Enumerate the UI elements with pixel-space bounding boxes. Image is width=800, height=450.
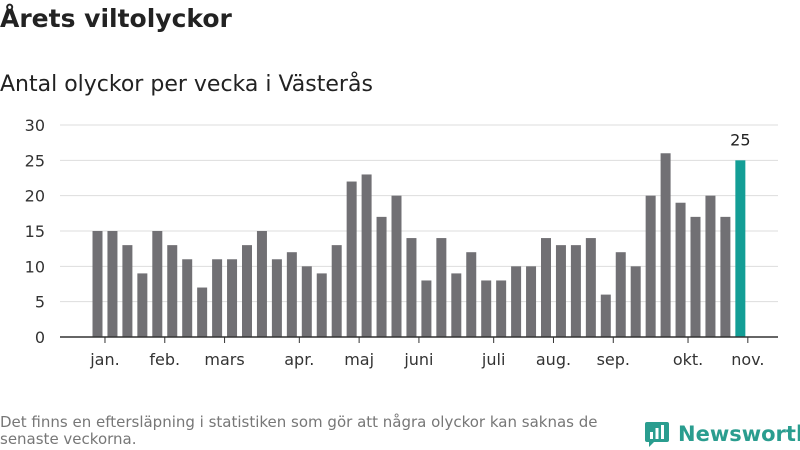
newsworthy-logo-icon <box>645 422 669 447</box>
bar <box>331 245 342 337</box>
bar <box>152 231 163 337</box>
bar <box>122 245 133 337</box>
bar <box>511 266 522 337</box>
x-tick-label: jan. <box>89 350 119 369</box>
bar <box>301 266 312 337</box>
bar <box>660 153 671 337</box>
bar <box>570 245 581 337</box>
bar <box>197 287 208 337</box>
bar <box>212 259 223 337</box>
newsworthy-logo: Newsworthy <box>644 420 800 448</box>
bar <box>645 195 656 337</box>
bar <box>720 216 731 337</box>
bar <box>316 273 327 337</box>
chart-title: Årets viltolyckor <box>0 4 232 33</box>
bar <box>167 245 178 337</box>
bar <box>585 238 596 337</box>
bar <box>600 294 611 337</box>
bar <box>256 231 267 337</box>
bar <box>286 252 297 337</box>
bar <box>451 273 462 337</box>
bar <box>406 238 417 337</box>
y-tick-label: 25 <box>25 151 45 170</box>
bar <box>376 216 387 337</box>
bar <box>630 266 641 337</box>
x-tick-label: juni <box>403 350 433 369</box>
bar <box>346 181 357 337</box>
bar-chart: 0 5 10 15 20 25 30 25 jan. feb. mars apr. maj juni jul… <box>25 116 778 369</box>
bar <box>675 202 686 337</box>
bar <box>615 252 626 337</box>
bar <box>690 216 701 337</box>
x-tick-label: sep. <box>597 350 630 369</box>
x-tick-label: apr. <box>284 350 314 369</box>
x-tick-label: feb. <box>149 350 180 369</box>
bar <box>481 280 492 337</box>
bar <box>436 238 447 337</box>
bar <box>361 174 372 337</box>
y-tick-label: 15 <box>25 222 45 241</box>
bar <box>107 231 118 337</box>
y-tick-label: 20 <box>25 187 45 206</box>
y-tick-label: 5 <box>35 293 45 312</box>
bar <box>182 259 193 337</box>
x-tick-label: maj <box>344 350 374 369</box>
x-tick-label: mars <box>204 350 244 369</box>
bar <box>496 280 507 337</box>
x-tick-label: nov. <box>731 350 764 369</box>
bar <box>92 231 103 337</box>
data-label: 25 <box>730 130 750 149</box>
bar <box>421 280 432 337</box>
y-tick-label: 10 <box>25 257 45 276</box>
footnote: Det finns en eftersläpning i statistiken… <box>0 413 598 448</box>
bar <box>391 195 402 337</box>
y-tick-label: 30 <box>25 116 45 135</box>
bar <box>227 259 238 337</box>
brand-name: Newsworthy <box>678 422 800 446</box>
bar <box>526 266 537 337</box>
y-tick-label: 0 <box>35 328 45 347</box>
bar <box>137 273 148 337</box>
bar <box>466 252 477 337</box>
bar <box>242 245 252 337</box>
x-tick-label: juli <box>481 350 505 369</box>
x-tick-label: aug. <box>536 350 571 369</box>
bar <box>555 245 566 337</box>
bar <box>541 238 551 337</box>
chart-subtitle: Antal olyckor per vecka i Västerås <box>0 72 373 97</box>
x-tick-label: okt. <box>673 350 703 369</box>
bar <box>705 195 716 337</box>
bar <box>271 259 282 337</box>
bar-highlight <box>735 160 746 337</box>
